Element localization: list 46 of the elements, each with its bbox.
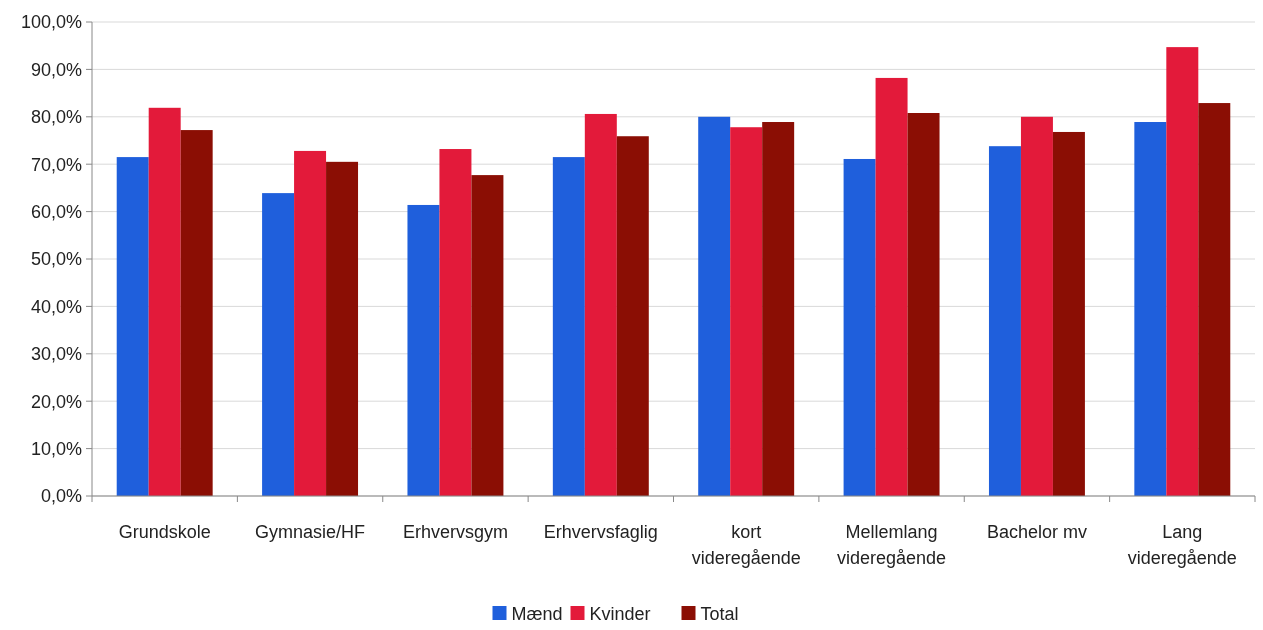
legend-label: Kvinder — [589, 604, 651, 624]
bar — [584, 113, 617, 496]
y-tick-label: 10,0% — [30, 438, 82, 459]
bar — [326, 161, 359, 496]
bar — [1052, 131, 1085, 496]
legend-label: Mænd — [511, 604, 563, 624]
bar — [148, 107, 181, 496]
x-tick-label: Mellemlang videregående — [837, 522, 947, 568]
x-tick-label: kort videregående — [691, 522, 801, 568]
bar — [407, 204, 440, 496]
bar — [552, 157, 585, 496]
bar — [616, 136, 649, 496]
y-tick-label: 60,0% — [30, 201, 82, 222]
bar — [843, 158, 876, 496]
x-tick-label: Grundskole — [118, 522, 211, 542]
y-tick-label: 70,0% — [30, 154, 82, 175]
bar — [1020, 116, 1053, 496]
x-tick-label: Bachelor mv — [986, 522, 1087, 542]
bar — [1198, 103, 1231, 496]
y-tick-label: 40,0% — [30, 296, 82, 317]
bar — [730, 127, 763, 496]
x-tick-label: Gymnasie/HF — [255, 522, 366, 542]
bar — [439, 149, 472, 496]
bar — [762, 122, 795, 496]
x-tick-label: Lang videregående — [1127, 522, 1237, 568]
y-tick-label: 20,0% — [30, 391, 82, 412]
y-tick-label: 30,0% — [30, 344, 82, 365]
bar — [1166, 47, 1199, 496]
bar — [471, 175, 504, 496]
y-tick-label: 100,0% — [20, 12, 82, 33]
bar — [180, 130, 213, 496]
x-tick-label: Erhvervsgym — [402, 522, 508, 542]
bar — [116, 157, 149, 496]
y-tick-label: 0,0% — [40, 486, 82, 507]
bar — [698, 116, 731, 496]
y-tick-label: 80,0% — [30, 107, 82, 128]
bar — [1134, 122, 1167, 496]
bar — [875, 77, 908, 496]
y-tick-label: 50,0% — [30, 249, 82, 270]
bar — [988, 146, 1021, 496]
bar — [907, 113, 940, 496]
y-tick-label: 90,0% — [30, 59, 82, 80]
bar — [262, 193, 295, 496]
bar — [294, 150, 327, 496]
x-tick-label: Erhvervsfaglig — [543, 522, 658, 542]
legend-label: Total — [700, 604, 739, 624]
